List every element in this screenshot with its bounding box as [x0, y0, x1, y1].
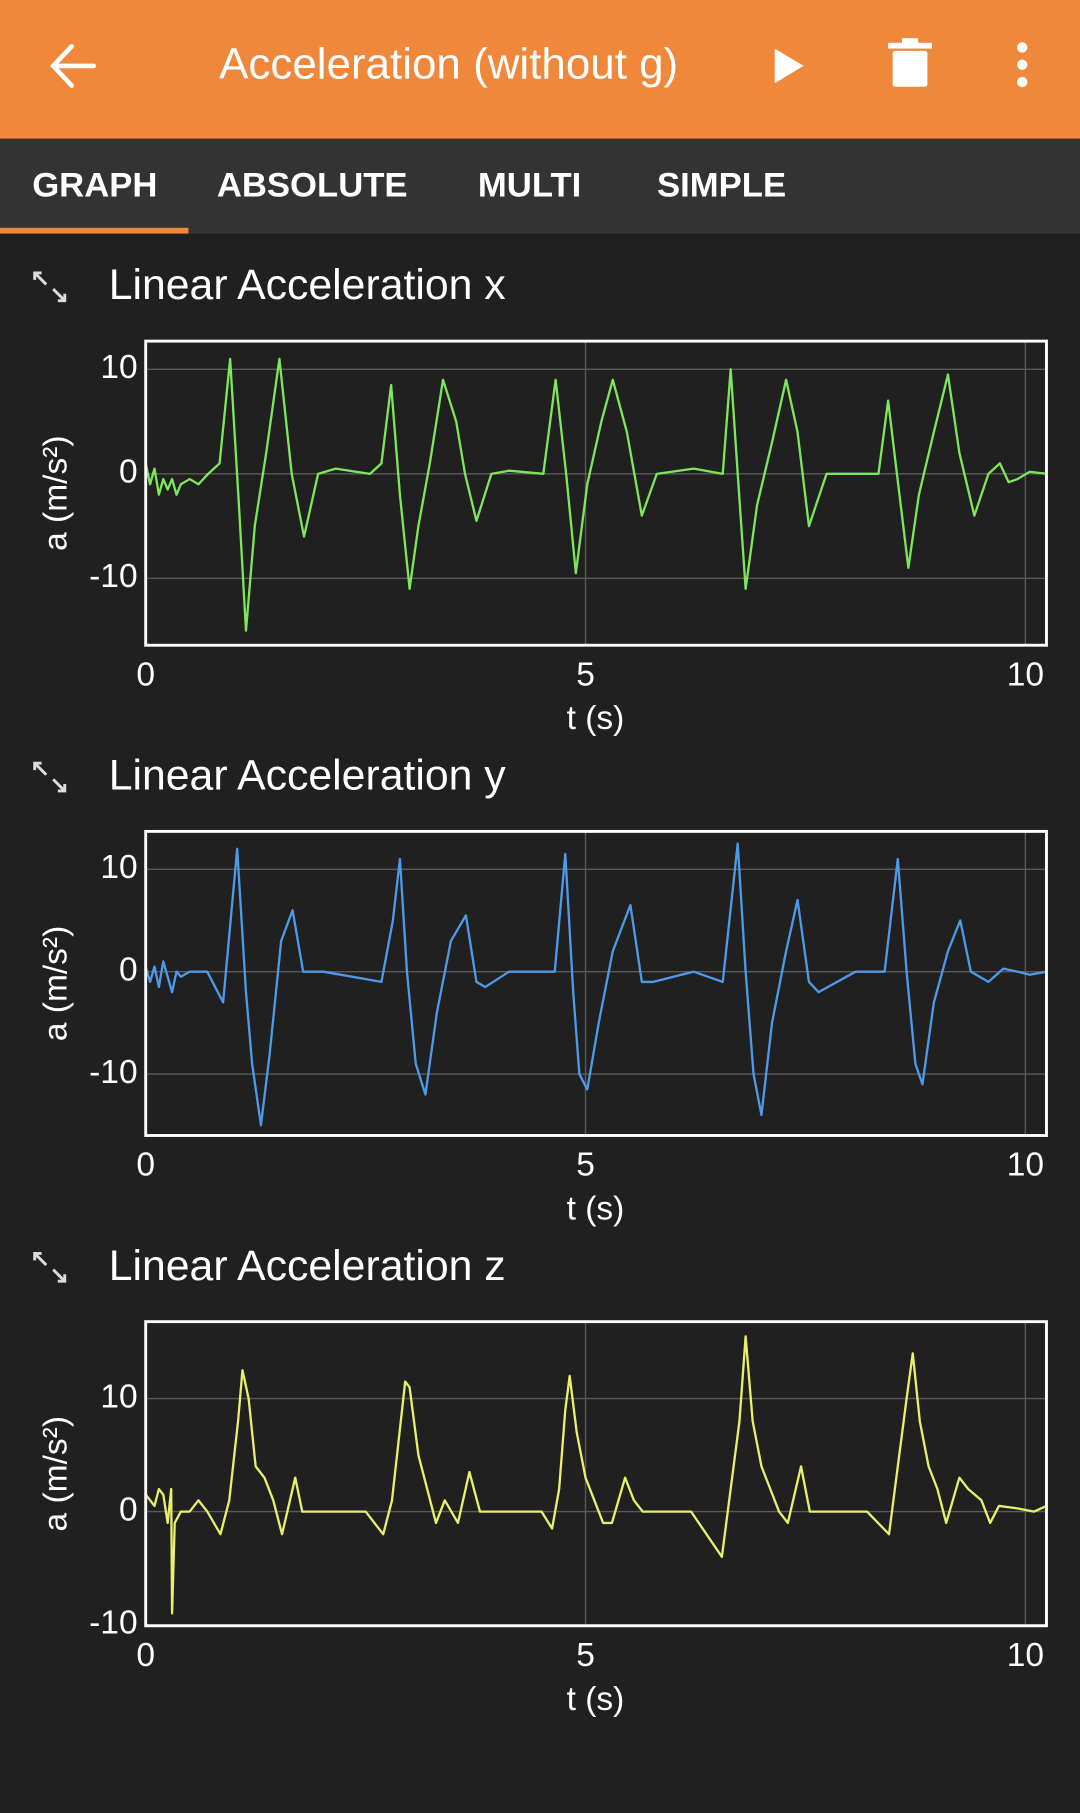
expand-button[interactable]: [33, 271, 67, 303]
plot-frame: [144, 339, 1048, 647]
x-tick-label: 5: [576, 1147, 595, 1184]
plot-frame: [144, 1320, 1048, 1628]
y-axis-label: a (m/s²): [38, 926, 75, 1041]
x-tick-label: 0: [136, 1637, 155, 1674]
tab[interactable]: MULTI: [478, 166, 581, 204]
chart: Linear Acceleration y 0 5 10 -10 0 10 t (s) a (m…: [33, 752, 1048, 1228]
expand-button[interactable]: [33, 1252, 67, 1283]
x-axis-label: t (s): [567, 700, 625, 737]
data-line: [145, 842, 1047, 1127]
chart-title: Linear Acceleration y: [109, 752, 507, 800]
tab-indicator: [0, 227, 189, 234]
x-axis-label: t (s): [567, 1681, 625, 1718]
play-button[interactable]: [774, 48, 804, 84]
chart-title: Linear Acceleration x: [109, 261, 506, 309]
tab[interactable]: SIMPLE: [657, 166, 786, 204]
y-tick-label: 0: [119, 1491, 138, 1528]
chart-title: Linear Acceleration z: [109, 1242, 506, 1290]
y-axis-label: a (m/s²): [38, 1416, 75, 1531]
x-tick-label: 10: [1007, 1147, 1044, 1184]
data-line: [145, 1335, 1047, 1615]
y-tick-label: 0: [119, 454, 138, 491]
y-tick-label: 10: [100, 849, 137, 886]
tab-bar: [0, 138, 1080, 234]
tab[interactable]: GRAPH: [32, 166, 157, 204]
y-tick-label: 0: [119, 952, 138, 989]
x-tick-label: 10: [1007, 1637, 1044, 1674]
y-tick-label: -10: [89, 1605, 137, 1642]
y-tick-label: 10: [100, 349, 137, 386]
x-tick-label: 10: [1007, 656, 1044, 693]
y-axis-label: a (m/s²): [38, 435, 75, 550]
y-tick-label: 10: [100, 1378, 137, 1415]
x-tick-label: 5: [576, 1637, 595, 1674]
back-button[interactable]: [50, 43, 96, 88]
plot-frame: [144, 829, 1048, 1137]
tab[interactable]: ABSOLUTE: [217, 166, 408, 204]
x-tick-label: 0: [136, 656, 155, 693]
app-title: Acceleration (without g): [219, 40, 678, 89]
y-tick-label: -10: [89, 558, 137, 595]
y-tick-label: -10: [89, 1054, 137, 1091]
delete-button[interactable]: [888, 38, 932, 87]
data-line: [145, 357, 1047, 632]
expand-button[interactable]: [33, 761, 67, 793]
plot-area: [145, 842, 1047, 1127]
plot-area: [145, 357, 1047, 632]
menu-button[interactable]: [1016, 42, 1028, 88]
x-tick-label: 5: [576, 656, 595, 693]
x-axis-label: t (s): [567, 1191, 625, 1228]
x-tick-label: 0: [136, 1147, 155, 1184]
chart: Linear Acceleration x 0 5 10 -10 0 10 t (s) a (m…: [33, 261, 1048, 737]
plot-area: [145, 1335, 1047, 1615]
